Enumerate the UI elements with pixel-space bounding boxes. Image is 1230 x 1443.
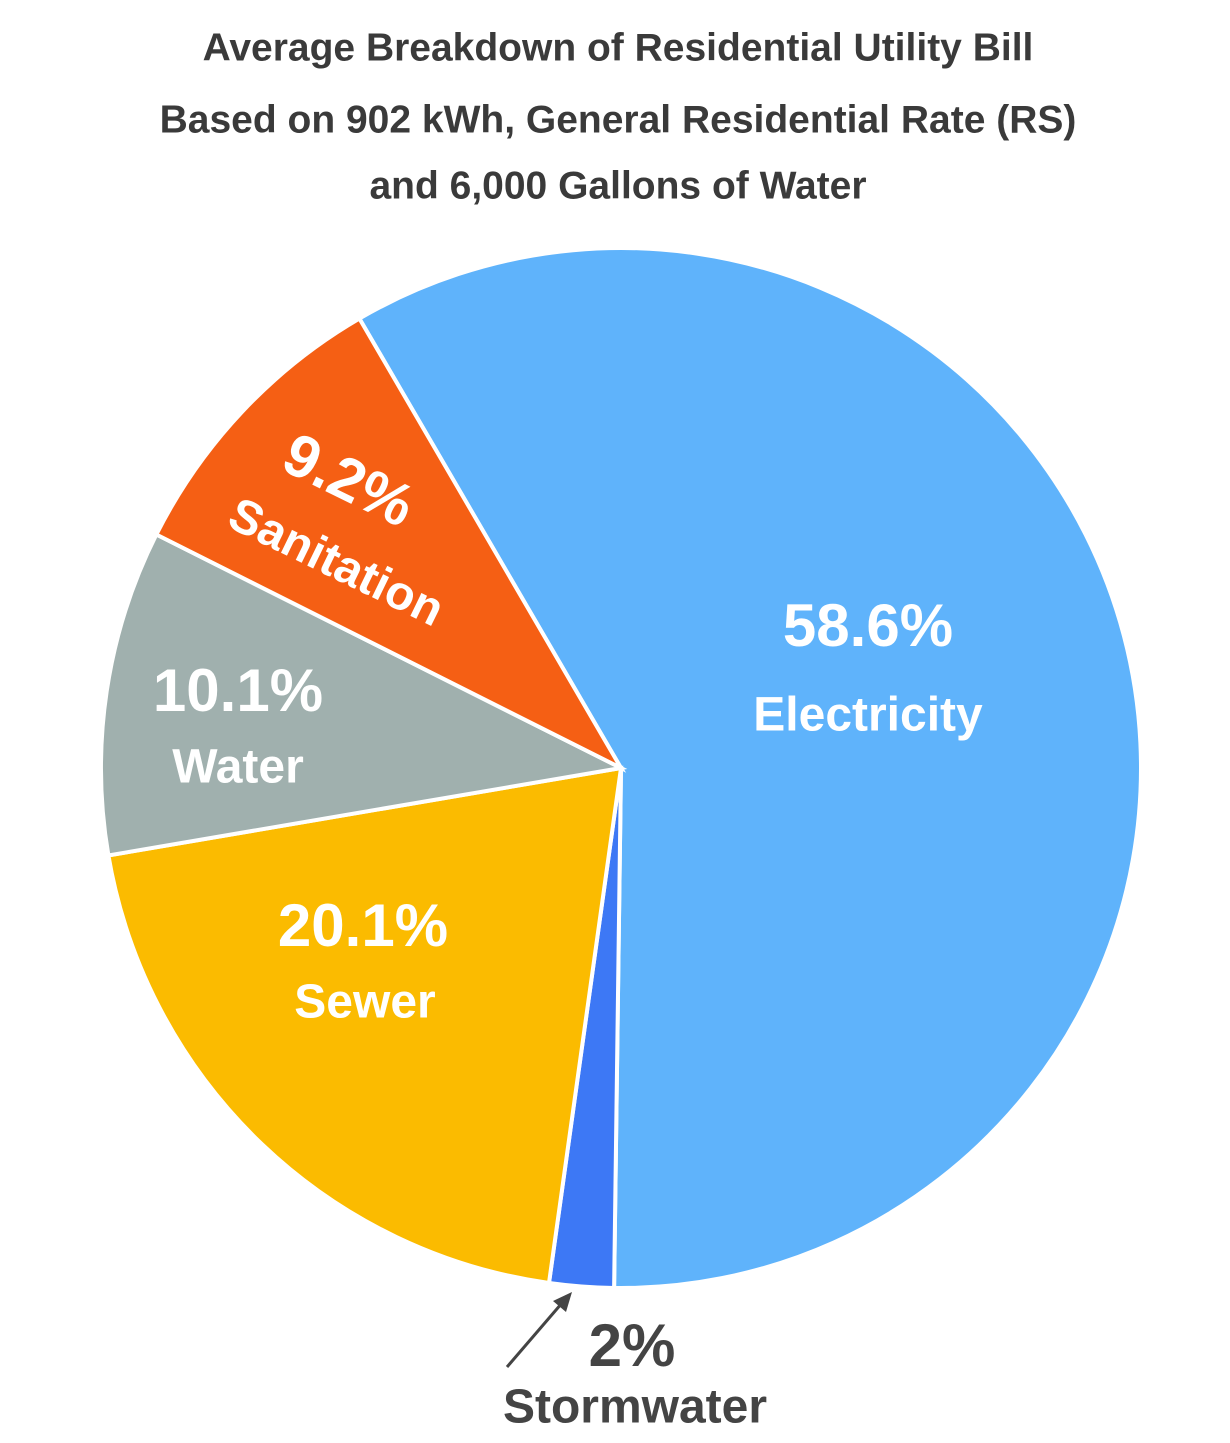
category-label: Stormwater — [503, 1381, 767, 1434]
category-label: Water — [172, 741, 304, 794]
callout-arrow — [505, 1302, 564, 1368]
pie-slice — [356, 246, 1143, 1290]
value-label: 58.6% — [783, 592, 953, 659]
category-label: Electricity — [753, 689, 983, 742]
category-label: Sewer — [294, 976, 435, 1029]
callout-arrowhead — [553, 1292, 572, 1312]
chart-title: and 6,000 Gallons of Water — [369, 164, 866, 207]
chart-title: Average Breakdown of Residential Utility… — [203, 26, 1034, 69]
value-label: 10.1% — [153, 657, 323, 724]
pie-slice — [99, 531, 628, 858]
chart-title: Based on 902 kWh, General Residential Ra… — [160, 98, 1077, 141]
value-label: 2% — [589, 1312, 676, 1379]
pie-slice — [106, 765, 624, 1286]
value-label: 20.1% — [278, 892, 448, 959]
pie-slice — [153, 315, 627, 773]
